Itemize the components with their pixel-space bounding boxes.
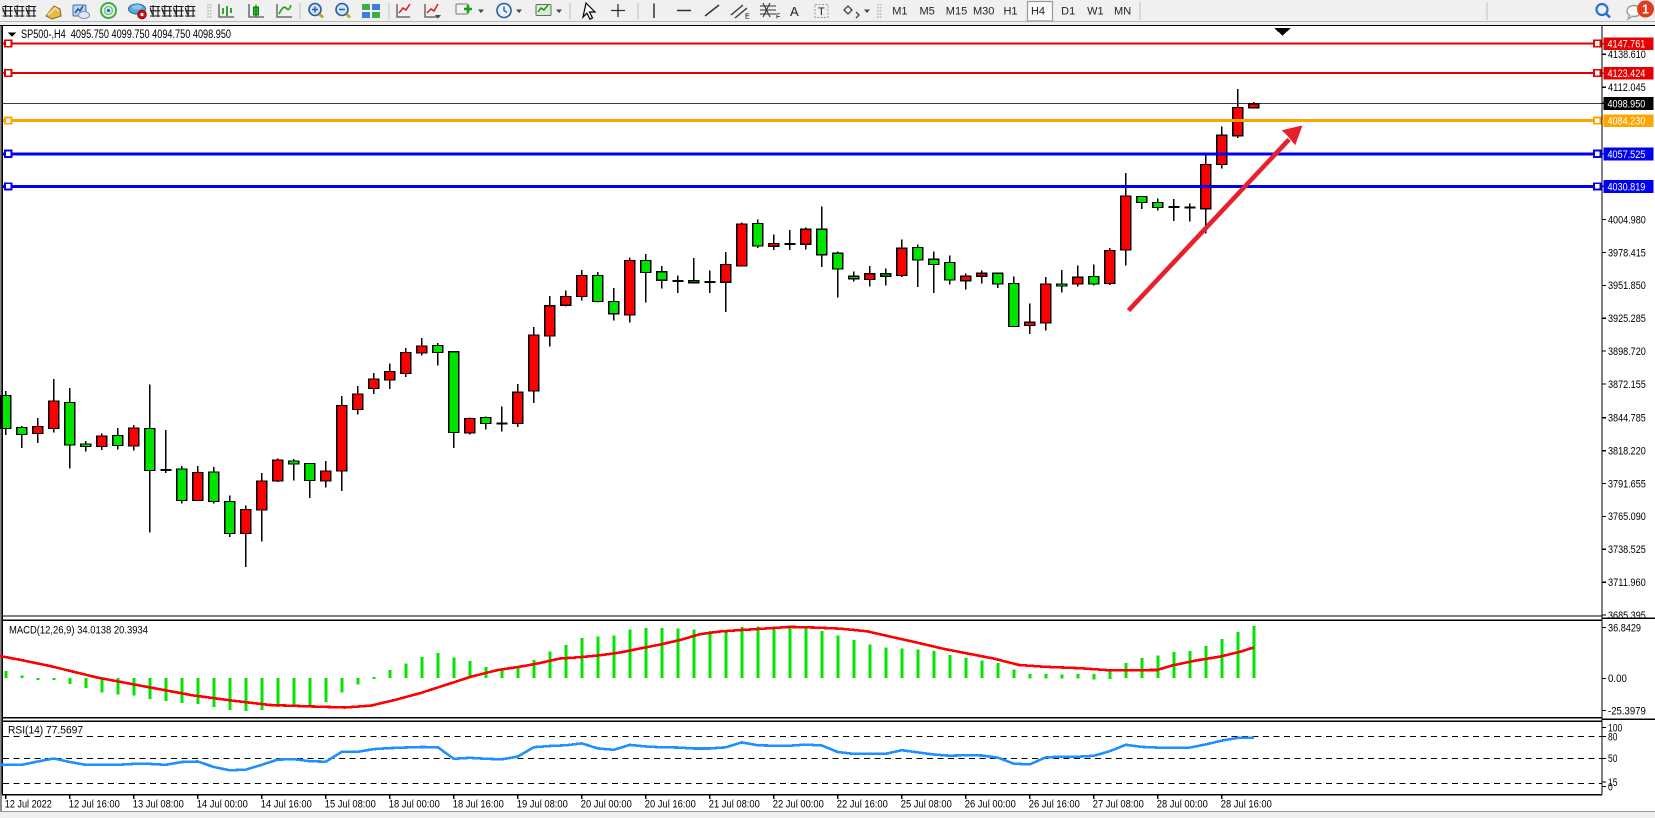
svg-text:28 Jul 00:00: 28 Jul 00:00 xyxy=(1157,799,1208,811)
svg-text:E: E xyxy=(745,14,750,21)
svg-text:A: A xyxy=(790,4,799,19)
svg-text:80: 80 xyxy=(1608,731,1617,743)
svg-text:100: 100 xyxy=(1608,722,1622,734)
svg-text:M15: M15 xyxy=(946,6,967,18)
svg-text:M1: M1 xyxy=(892,6,907,18)
svg-text:4138.610: 4138.610 xyxy=(1608,49,1646,61)
svg-text:4030.819: 4030.819 xyxy=(1608,181,1646,193)
svg-text:3844.785: 3844.785 xyxy=(1608,413,1646,425)
svg-text:4147.761: 4147.761 xyxy=(1608,39,1646,51)
svg-text:H1: H1 xyxy=(1003,6,1017,18)
svg-text:4004.980: 4004.980 xyxy=(1608,214,1646,226)
svg-text:3765.090: 3765.090 xyxy=(1608,511,1646,523)
svg-text:20 Jul 16:00: 20 Jul 16:00 xyxy=(645,799,696,811)
svg-text:14 Jul 00:00: 14 Jul 00:00 xyxy=(197,799,248,811)
svg-text:18 Jul 16:00: 18 Jul 16:00 xyxy=(453,799,504,811)
svg-text:18 Jul 00:00: 18 Jul 00:00 xyxy=(389,799,440,811)
svg-text:50: 50 xyxy=(1608,753,1617,765)
svg-text:26 Jul 16:00: 26 Jul 16:00 xyxy=(1029,799,1080,811)
svg-text:25 Jul 08:00: 25 Jul 08:00 xyxy=(901,799,952,811)
svg-text:3872.155: 3872.155 xyxy=(1608,379,1646,391)
svg-text:W1: W1 xyxy=(1087,6,1104,18)
svg-text:M5: M5 xyxy=(919,6,934,18)
svg-text:3738.525: 3738.525 xyxy=(1608,544,1646,556)
svg-text:T: T xyxy=(818,6,825,18)
svg-text:3791.655: 3791.655 xyxy=(1608,478,1646,490)
svg-text:4057.525: 4057.525 xyxy=(1608,149,1646,161)
svg-text:D1: D1 xyxy=(1061,6,1075,18)
svg-text:3898.720: 3898.720 xyxy=(1608,346,1646,358)
svg-text:SP500-,H4 4095.750 4099.750 4: SP500-,H4 4095.750 4099.750 4094.750 409… xyxy=(21,29,231,41)
svg-text:3685.395: 3685.395 xyxy=(1608,610,1646,622)
svg-text:3978.415: 3978.415 xyxy=(1608,247,1646,259)
svg-text:15 Jul 08:00: 15 Jul 08:00 xyxy=(325,799,376,811)
svg-text:4084.230: 4084.230 xyxy=(1608,116,1646,128)
svg-text:20 Jul 00:00: 20 Jul 00:00 xyxy=(581,799,632,811)
svg-text:4098.950: 4098.950 xyxy=(1608,98,1646,110)
svg-text:21 Jul 08:00: 21 Jul 08:00 xyxy=(709,799,760,811)
svg-text:4123.424: 4123.424 xyxy=(1608,68,1646,80)
svg-text:36.8429: 36.8429 xyxy=(1608,622,1641,634)
svg-text:0: 0 xyxy=(1608,781,1613,793)
svg-text:-25.3979: -25.3979 xyxy=(1608,705,1646,717)
svg-text:RSI(14) 77.5697: RSI(14) 77.5697 xyxy=(8,725,83,737)
svg-text:22 Jul 00:00: 22 Jul 00:00 xyxy=(773,799,824,811)
svg-text:28 Jul 16:00: 28 Jul 16:00 xyxy=(1221,799,1272,811)
svg-text:1: 1 xyxy=(1642,3,1649,17)
svg-text:0.00: 0.00 xyxy=(1608,673,1627,685)
svg-text:15: 15 xyxy=(1608,777,1617,789)
svg-text:14 Jul 16:00: 14 Jul 16:00 xyxy=(261,799,312,811)
svg-text:MN: MN xyxy=(1114,6,1131,18)
svg-text:M30: M30 xyxy=(973,6,994,18)
svg-text:H4: H4 xyxy=(1031,6,1045,18)
svg-text:19 Jul 08:00: 19 Jul 08:00 xyxy=(517,799,568,811)
svg-text:3711.960: 3711.960 xyxy=(1608,577,1646,589)
svg-text:12 Jul 2022: 12 Jul 2022 xyxy=(5,799,52,811)
svg-text:26 Jul 00:00: 26 Jul 00:00 xyxy=(965,799,1016,811)
svg-text:22 Jul 16:00: 22 Jul 16:00 xyxy=(837,799,888,811)
svg-text:3818.220: 3818.220 xyxy=(1608,446,1646,458)
svg-text:27 Jul 08:00: 27 Jul 08:00 xyxy=(1093,799,1144,811)
svg-text:12 Jul 16:00: 12 Jul 16:00 xyxy=(69,799,120,811)
svg-text:3925.285: 3925.285 xyxy=(1608,313,1646,325)
svg-text:13 Jul 08:00: 13 Jul 08:00 xyxy=(133,799,184,811)
svg-text:F: F xyxy=(776,14,780,21)
svg-text:3951.850: 3951.850 xyxy=(1608,280,1646,292)
svg-text:MACD(12,26,9) 34.0138 20.3934: MACD(12,26,9) 34.0138 20.3934 xyxy=(9,625,148,637)
svg-text:4112.045: 4112.045 xyxy=(1608,82,1646,94)
